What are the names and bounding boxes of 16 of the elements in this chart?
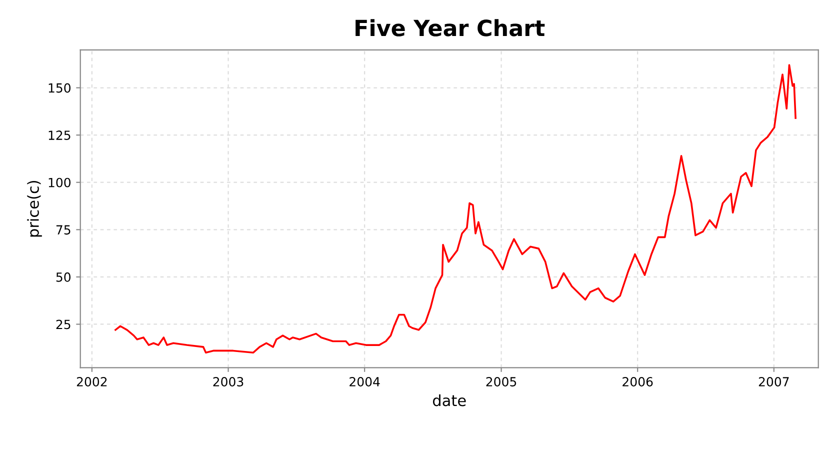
y-tick-label: 75 [56,225,70,235]
y-tick-label: 25 [56,320,70,330]
y-tick-label: 150 [48,83,70,93]
x-tick-label: 2002 [76,376,107,386]
x-axis-title: date [432,394,466,406]
y-axis-title: price(c) [27,180,42,237]
y-tick-label: 125 [48,130,70,140]
x-tick-label: 2004 [350,376,380,386]
chart-title: Five Year Chart [356,19,545,36]
y-tick-label: 100 [48,178,70,188]
y-tick-label: 50 [56,272,70,282]
x-tick-label: 2007 [758,376,789,386]
x-tick-label: 2005 [486,376,516,386]
line-series [114,64,796,354]
x-tick-label: 2006 [622,376,653,386]
x-tick-label: 2003 [213,376,244,386]
